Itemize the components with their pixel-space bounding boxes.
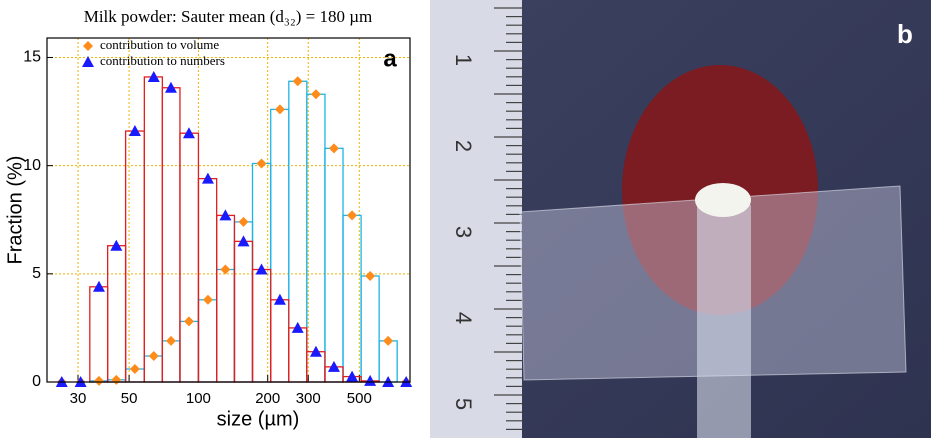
bar xyxy=(179,320,200,383)
bar xyxy=(288,80,308,383)
bar xyxy=(179,132,200,383)
x-tick-label: 100 xyxy=(186,390,211,407)
y-tick-label: 0 xyxy=(32,373,41,390)
bar xyxy=(324,147,344,383)
bar xyxy=(89,286,109,383)
y-axis-label: Fraction (%) xyxy=(4,156,26,265)
marker xyxy=(274,104,285,115)
marker xyxy=(220,264,231,275)
bar xyxy=(342,214,362,383)
marker xyxy=(128,125,141,137)
chart-title: Milk powder: Sauter mean (d₃₂) = 180 µm xyxy=(84,7,373,26)
marker xyxy=(165,335,176,346)
marker xyxy=(129,364,140,375)
marker xyxy=(255,263,268,275)
bar xyxy=(233,240,254,383)
bar xyxy=(216,214,236,383)
marker xyxy=(256,158,267,169)
bar xyxy=(270,108,290,383)
marker xyxy=(183,316,194,327)
marker xyxy=(291,321,304,333)
marker xyxy=(148,351,159,362)
legend-label: contribution to numbers xyxy=(100,53,225,68)
bar xyxy=(288,327,308,383)
ruler-label: 1 xyxy=(451,54,476,66)
marker xyxy=(164,81,177,93)
marker xyxy=(364,374,377,386)
marker xyxy=(92,280,105,292)
x-tick-label: 500 xyxy=(347,390,372,407)
bar xyxy=(360,275,380,383)
marker xyxy=(346,370,359,382)
bar xyxy=(143,76,164,383)
y-tick-label: 15 xyxy=(23,49,41,66)
marker xyxy=(292,76,303,87)
x-tick-label: 200 xyxy=(255,390,280,407)
legend-label: contribution to volume xyxy=(100,37,219,52)
panel-label: a xyxy=(383,45,397,72)
marker xyxy=(327,360,340,372)
marker xyxy=(82,56,94,67)
x-tick-label: 300 xyxy=(296,390,321,407)
bar xyxy=(197,299,218,383)
marker xyxy=(347,210,358,221)
y-tick-label: 5 xyxy=(32,265,41,282)
plot-area: 0 5 10 15 30 50 100 200 300 500 contribution to vo… xyxy=(23,37,413,407)
x-tick-label: 50 xyxy=(121,390,138,407)
bar xyxy=(378,340,398,383)
marker xyxy=(273,293,286,305)
marker xyxy=(93,375,104,386)
marker xyxy=(83,41,93,51)
marker xyxy=(110,239,123,251)
y-tick-label: 10 xyxy=(23,157,41,174)
bar xyxy=(270,299,290,383)
ruler xyxy=(430,0,522,438)
photo: b xyxy=(430,0,931,438)
bar xyxy=(124,130,145,383)
marker xyxy=(111,374,122,385)
marker xyxy=(202,294,213,305)
marker xyxy=(383,335,394,346)
bar xyxy=(197,177,218,383)
bar xyxy=(306,93,326,383)
ruler-label: 3 xyxy=(451,226,476,238)
marker xyxy=(309,345,322,357)
bar xyxy=(161,340,181,383)
bar xyxy=(106,245,127,383)
powder xyxy=(695,183,751,217)
marker xyxy=(238,216,249,227)
marker xyxy=(182,127,195,139)
marker xyxy=(147,70,160,82)
tube xyxy=(697,205,751,438)
x-tick-label: 30 xyxy=(70,390,87,407)
marker xyxy=(310,89,321,100)
ruler-label: 5 xyxy=(451,398,476,410)
ruler-label: 2 xyxy=(451,140,476,152)
bar xyxy=(216,268,236,383)
marker xyxy=(201,172,214,184)
panel-label: b xyxy=(897,19,913,49)
x-axis-label: size (µm) xyxy=(217,408,300,430)
marker xyxy=(219,209,232,221)
plot-frame xyxy=(46,37,411,383)
marker xyxy=(328,143,339,154)
ruler-label: 4 xyxy=(451,312,476,324)
marker xyxy=(365,270,376,281)
marker xyxy=(237,235,250,247)
